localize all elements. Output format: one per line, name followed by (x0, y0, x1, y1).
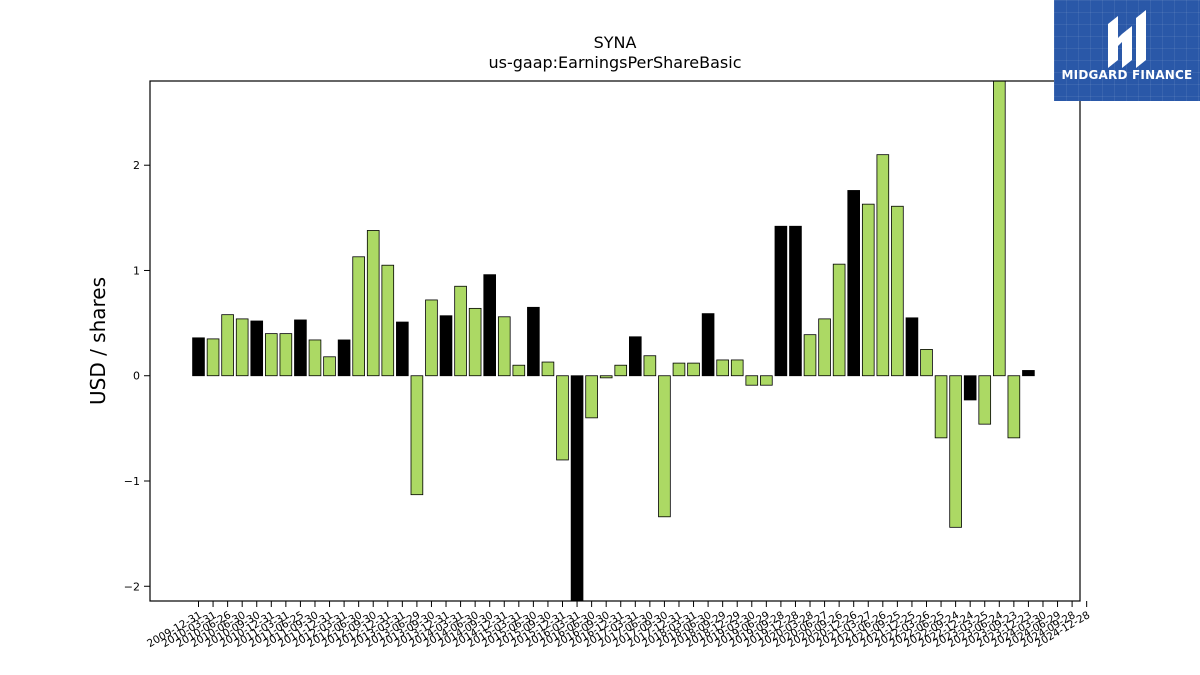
y-axis-label: USD / shares (86, 277, 110, 405)
bar (1007, 375, 1021, 439)
bar (614, 364, 628, 377)
bar (687, 362, 700, 377)
bar (774, 225, 788, 377)
bar (789, 225, 802, 377)
bar (963, 375, 977, 401)
y-tick-label: 0 (133, 370, 140, 383)
bar (206, 338, 220, 377)
bar (527, 306, 540, 377)
bar (468, 307, 482, 377)
bar (352, 256, 365, 377)
y-tick-label: 1 (133, 264, 140, 277)
bar (221, 314, 234, 377)
bar (978, 375, 992, 425)
bar (745, 375, 759, 386)
y-tick-label: −2 (124, 580, 140, 593)
bar (949, 375, 962, 528)
chart-subtitle: us-gaap:EarningsPerShareBasic (488, 53, 741, 72)
bar (556, 375, 569, 461)
bar (643, 355, 657, 377)
bar (876, 154, 890, 377)
bar (832, 263, 846, 377)
bar (192, 337, 205, 377)
bar (541, 361, 555, 377)
bar (425, 299, 438, 377)
y-ticks-group: −2 −1 0 1 2 (124, 159, 150, 593)
bar (716, 359, 729, 377)
bar (658, 375, 671, 518)
bar (323, 356, 336, 377)
bar (497, 316, 511, 377)
bar (410, 375, 424, 496)
bar (483, 274, 496, 377)
bar (585, 375, 598, 419)
bar (439, 315, 453, 377)
bar (1022, 370, 1035, 377)
chart-title: SYNA (594, 33, 637, 52)
x-ticks-group: 2009-12-312010-03-312010-06-262010-06-30… (145, 601, 1092, 650)
bar (366, 230, 380, 377)
bar (570, 375, 584, 601)
bar (891, 205, 904, 377)
plot-frame (149, 80, 1081, 602)
bar (934, 375, 948, 439)
bar (599, 375, 613, 379)
bar (818, 318, 831, 377)
bars-group (192, 81, 1035, 601)
bar (847, 190, 860, 377)
bar (396, 321, 409, 377)
bar (294, 319, 307, 377)
bar (250, 320, 264, 377)
bar (308, 339, 322, 377)
bar (512, 364, 526, 377)
bar (701, 313, 715, 377)
bar (629, 336, 642, 377)
bar (993, 81, 1006, 377)
y-tick-label: −1 (124, 475, 140, 488)
bar (279, 333, 293, 377)
bar (905, 317, 919, 377)
bar (672, 362, 686, 377)
bar (264, 333, 278, 377)
logo-text: MIDGARD FINANCE (1061, 68, 1193, 82)
bar (337, 339, 351, 377)
midgard-finance-logo: MIDGARD FINANCE (1054, 0, 1200, 101)
bar (920, 349, 933, 377)
bar (235, 318, 249, 377)
bar (861, 203, 875, 377)
bar (454, 285, 467, 377)
bar (803, 334, 817, 377)
logo-mark-icon (1108, 10, 1146, 68)
bar (730, 359, 744, 377)
bar (760, 375, 773, 386)
bar (381, 264, 395, 377)
y-tick-label: 2 (133, 159, 140, 172)
